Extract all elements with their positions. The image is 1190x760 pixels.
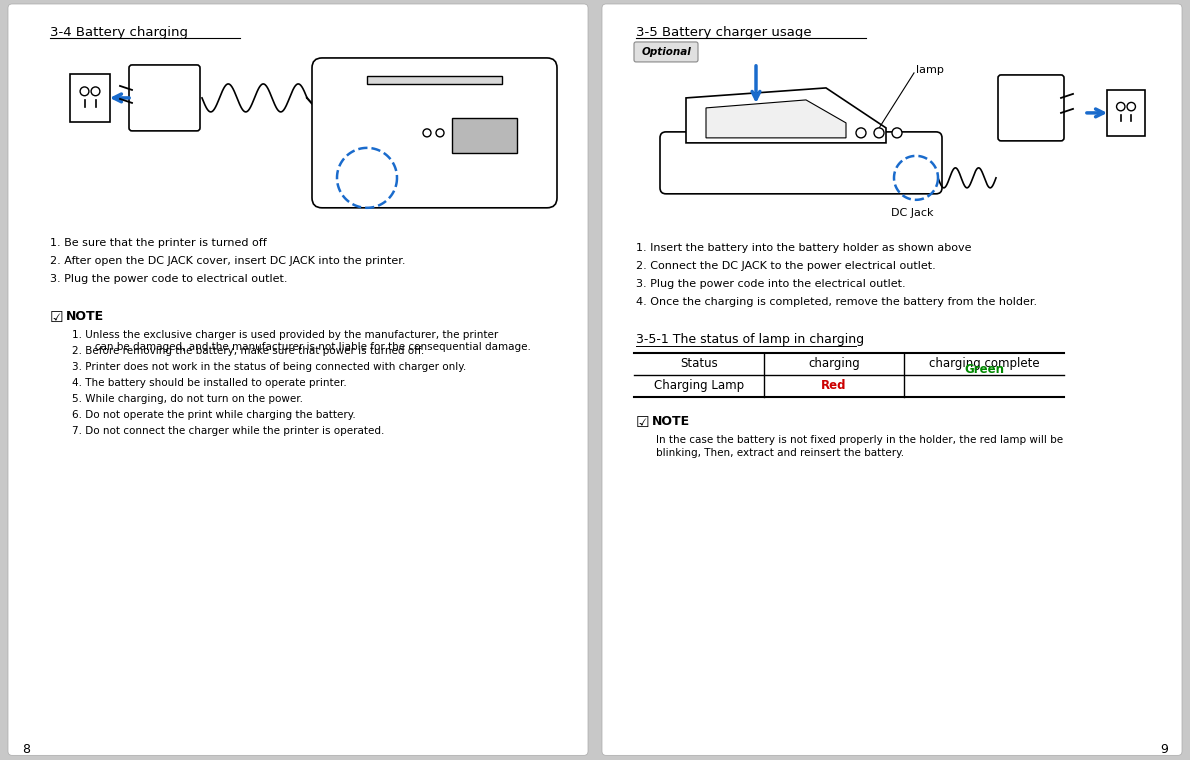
Text: 1. Insert the battery into the battery holder as shown above: 1. Insert the battery into the battery h… [635, 242, 971, 253]
Text: 5. While charging, do not turn on the power.: 5. While charging, do not turn on the po… [73, 394, 303, 404]
Text: Status: Status [681, 357, 718, 370]
Circle shape [1116, 103, 1125, 111]
Circle shape [873, 128, 884, 138]
FancyBboxPatch shape [312, 58, 557, 207]
Circle shape [436, 129, 444, 137]
Text: NOTE: NOTE [65, 310, 105, 323]
Text: 4. Once the charging is completed, remove the battery from the holder.: 4. Once the charging is completed, remov… [635, 296, 1038, 307]
Text: 6. Do not operate the print while charging the battery.: 6. Do not operate the print while chargi… [73, 410, 356, 420]
Text: 3. Plug the power code to electrical outlet.: 3. Plug the power code to electrical out… [50, 274, 288, 283]
Polygon shape [685, 88, 887, 143]
Text: In the case the battery is not fixed properly in the holder, the red lamp will b: In the case the battery is not fixed pro… [656, 435, 1063, 458]
Text: Red: Red [821, 379, 847, 392]
FancyBboxPatch shape [602, 4, 1182, 755]
Text: 3-5-1 The status of lamp in charging: 3-5-1 The status of lamp in charging [635, 333, 864, 346]
Text: ☑: ☑ [635, 415, 650, 429]
Text: 4. The battery should be installed to operate printer.: 4. The battery should be installed to op… [73, 378, 346, 388]
Circle shape [1127, 103, 1135, 111]
Circle shape [856, 128, 866, 138]
Bar [367, 76, 502, 84]
FancyBboxPatch shape [634, 42, 699, 62]
FancyBboxPatch shape [129, 65, 200, 131]
Text: 2. After open the DC JACK cover, insert DC JACK into the printer.: 2. After open the DC JACK cover, insert … [50, 256, 406, 266]
Bar [1107, 90, 1145, 136]
FancyBboxPatch shape [998, 75, 1064, 141]
Text: Charging Lamp: Charging Lamp [654, 379, 744, 392]
Text: 7. Do not connect the charger while the printer is operated.: 7. Do not connect the charger while the … [73, 426, 384, 435]
Circle shape [92, 87, 100, 96]
Text: 3. Printer does not work in the status of being connected with charger only.: 3. Printer does not work in the status o… [73, 362, 466, 372]
Circle shape [80, 87, 89, 96]
Text: 1. Be sure that the printer is turned off: 1. Be sure that the printer is turned of… [50, 238, 267, 248]
Text: 8: 8 [21, 743, 30, 756]
FancyBboxPatch shape [660, 132, 942, 194]
FancyBboxPatch shape [8, 4, 588, 755]
Text: NOTE: NOTE [652, 415, 690, 428]
Text: 3-4 Battery charging: 3-4 Battery charging [50, 26, 188, 39]
Text: 2. Connect the DC JACK to the power electrical outlet.: 2. Connect the DC JACK to the power elec… [635, 261, 935, 271]
Text: charging complete: charging complete [928, 357, 1039, 370]
Text: lamp: lamp [916, 65, 944, 75]
Circle shape [892, 128, 902, 138]
Text: DC Jack: DC Jack [891, 207, 933, 218]
Bar [70, 74, 109, 122]
Text: Optional: Optional [641, 47, 691, 57]
Text: charging: charging [808, 357, 860, 370]
Circle shape [422, 129, 431, 137]
Text: 1. Unless the exclusive charger is used provided by the manufacturer, the printe: 1. Unless the exclusive charger is used … [73, 330, 531, 352]
Text: ☑: ☑ [50, 310, 63, 325]
Bar [452, 118, 516, 153]
Text: Green: Green [964, 363, 1004, 376]
Text: 2. Before removing the battery, make sure that power is turned off.: 2. Before removing the battery, make sur… [73, 346, 425, 356]
Polygon shape [706, 100, 846, 138]
Text: 3. Plug the power code into the electrical outlet.: 3. Plug the power code into the electric… [635, 279, 906, 289]
Text: 9: 9 [1160, 743, 1169, 756]
Text: 3-5 Battery charger usage: 3-5 Battery charger usage [635, 26, 812, 39]
